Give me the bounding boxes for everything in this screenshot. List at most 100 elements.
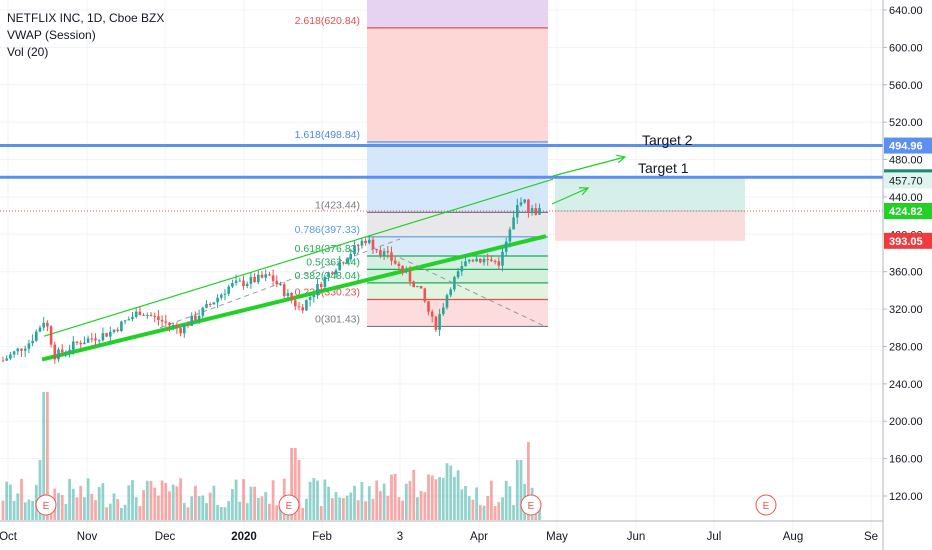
volume-bar (157, 495, 160, 520)
candle-body (171, 325, 175, 327)
price-axis-label: 440.00 (889, 192, 923, 204)
price-axis-label: 560.00 (889, 80, 923, 92)
candle-body (116, 329, 119, 331)
volume-bar (249, 486, 253, 520)
candle-body (467, 259, 471, 262)
candle-body (360, 240, 364, 246)
volume-bar (160, 480, 164, 520)
volume-bar (179, 478, 182, 520)
volume-bar (527, 442, 530, 520)
candle-body (5, 358, 8, 361)
candle-body (375, 248, 378, 251)
volume-bar (242, 479, 245, 520)
candle-body (308, 297, 312, 300)
volume-bar (201, 495, 205, 520)
candle-body (183, 324, 186, 334)
candle-body (120, 321, 123, 331)
candle-body (16, 348, 20, 352)
volume-bar (504, 480, 508, 520)
volume-bar (312, 478, 316, 520)
candle-body (94, 338, 97, 341)
candle-body (268, 274, 271, 276)
candle-body (57, 349, 60, 360)
volume-bar (441, 477, 445, 520)
volume-indicator-label[interactable]: Vol (20) (7, 45, 49, 59)
candle-body (490, 259, 493, 261)
volume-bar (194, 485, 197, 520)
volume-bar (427, 474, 430, 520)
candle-body (501, 251, 504, 266)
candle-body (245, 283, 249, 286)
volume-bar (123, 504, 127, 520)
candle-body (160, 319, 164, 322)
volume-bar (416, 497, 419, 520)
candle-body (12, 351, 16, 355)
candle-body (419, 286, 423, 289)
volume-bar (382, 483, 386, 520)
vwap-indicator-label[interactable]: VWAP (Session) (7, 28, 96, 42)
volume-bar (478, 505, 482, 520)
target2-arrow-head (616, 154, 627, 164)
candle-body (408, 270, 412, 282)
candle-body (146, 314, 149, 316)
candle-body (20, 348, 23, 351)
position-profit-zone (555, 177, 745, 211)
volume-bar (97, 487, 101, 520)
volume-bar (393, 473, 397, 520)
candle-body (371, 239, 375, 249)
candle-body (497, 261, 501, 266)
volume-bar (205, 503, 208, 520)
candle-body (83, 342, 86, 345)
volume-bar (493, 506, 497, 520)
candle-body (423, 288, 427, 302)
candle-body (223, 293, 227, 295)
volume-bar (223, 507, 227, 520)
volume-bar (101, 483, 105, 520)
volume-bar (323, 479, 327, 520)
candle-body (353, 245, 356, 255)
candle-body (538, 207, 541, 215)
volume-bar (305, 498, 308, 520)
fib-level-label: 1(423.44) (315, 199, 360, 211)
candle-body (338, 262, 341, 271)
volume-bar (423, 492, 427, 520)
earnings-marker (278, 494, 300, 516)
price-axis-label: 120.00 (889, 491, 923, 503)
volume-bar (342, 498, 345, 520)
candle-body (31, 340, 34, 344)
volume-bar (367, 486, 371, 520)
position-loss-zone (555, 210, 745, 241)
volume-bar (475, 487, 478, 520)
volume-bar (412, 469, 416, 520)
time-axis-label: Feb (312, 531, 332, 543)
volume-bar (345, 495, 349, 520)
volume-bar (275, 505, 279, 520)
volume-bar (197, 496, 201, 520)
candle-body (449, 289, 452, 296)
volume-bar (164, 483, 168, 520)
volume-bar (5, 481, 9, 520)
price-label-bg (884, 172, 932, 189)
volume-bar (519, 460, 523, 520)
candle-body (1, 360, 5, 362)
volume-bar (290, 448, 293, 520)
volume-bar (9, 484, 12, 520)
candle-body (157, 316, 160, 320)
candle-body (127, 319, 131, 321)
volume-bar (64, 504, 68, 520)
candle-body (153, 315, 156, 317)
volume-bar (131, 480, 134, 520)
volume-bar (138, 505, 142, 520)
candle-body (416, 286, 419, 288)
candle-body (412, 281, 415, 288)
volume-bar (116, 499, 120, 520)
candle-body (208, 303, 212, 305)
volume-bar (38, 460, 42, 520)
volume-bar (234, 479, 238, 520)
volume-bar (360, 482, 364, 520)
candle-body (512, 217, 515, 230)
candle-body (212, 302, 216, 305)
volume-bar (71, 488, 75, 520)
symbol-title[interactable]: NETFLIX INC, 1D, Cboe BZX (7, 11, 165, 25)
